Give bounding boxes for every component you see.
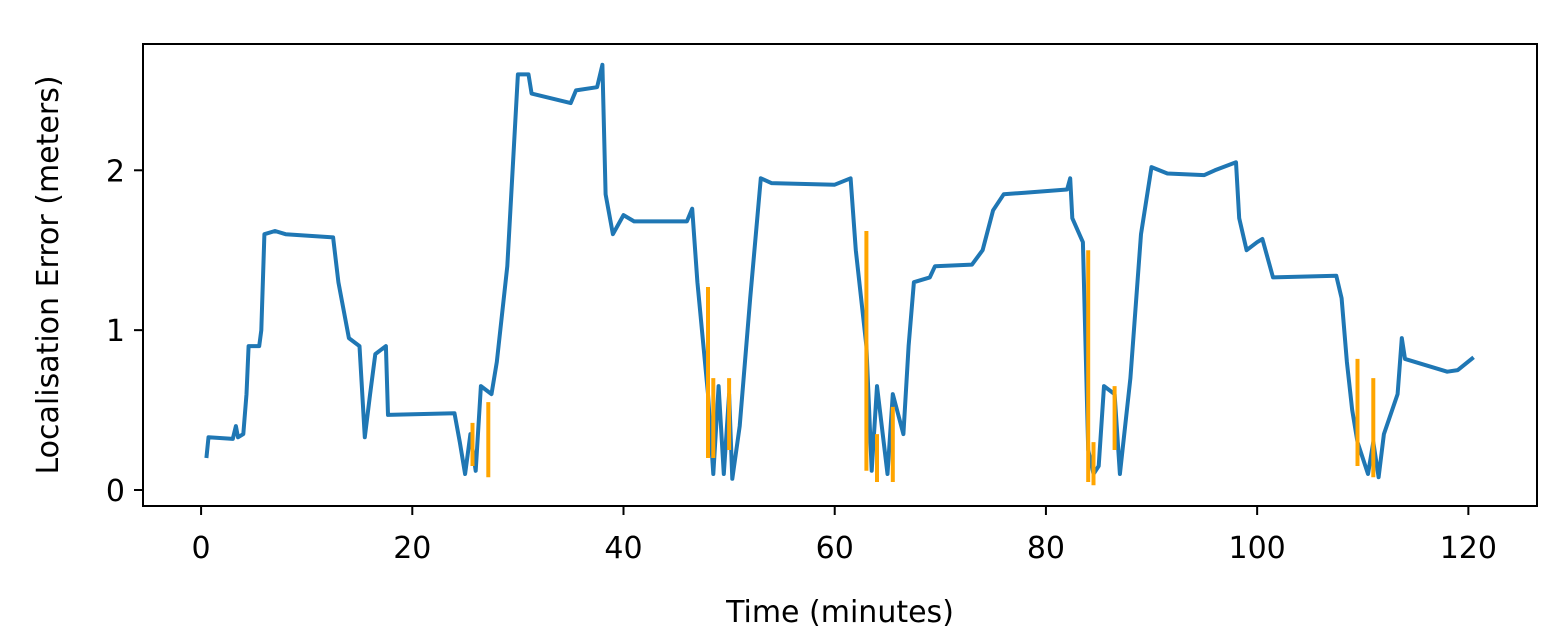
series-line [470, 231, 1376, 486]
x-tick-label: 20 [393, 531, 431, 566]
x-tick-label: 80 [1027, 531, 1065, 566]
x-tick-label: 0 [192, 531, 211, 566]
y-tick-label: 0 [106, 474, 125, 509]
y-tick-label: 2 [106, 154, 125, 189]
x-tick-label: 40 [604, 531, 642, 566]
x-tick-label: 100 [1229, 531, 1286, 566]
plot-frame [142, 43, 1538, 507]
y-axis-label: Localisation Error (meters) [31, 75, 66, 474]
x-axis-label: Time (minutes) [725, 595, 954, 630]
series-line [204, 62, 1475, 481]
x-tick-label: 120 [1440, 531, 1497, 566]
y-tick-label: 1 [106, 314, 125, 349]
x-tick-label: 60 [816, 531, 854, 566]
